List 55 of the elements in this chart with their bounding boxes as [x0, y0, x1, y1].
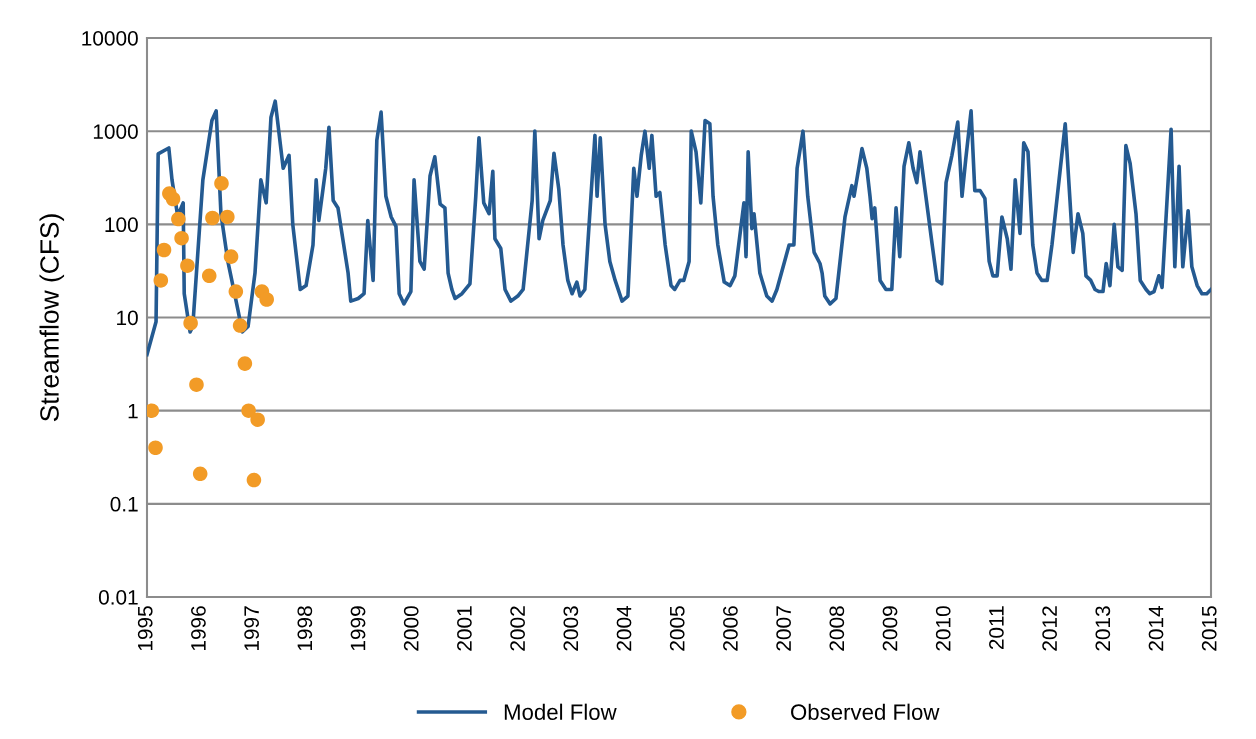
- x-tick-label: 2002: [510, 606, 525, 651]
- x-tick-label: 2006: [723, 606, 738, 651]
- x-tick-label: 1995: [137, 606, 153, 651]
- y-tick-label: 10000: [82, 31, 138, 46]
- point: [228, 284, 244, 299]
- point: [250, 412, 265, 427]
- point: [241, 403, 256, 418]
- x-tick-label: 2010: [935, 606, 951, 651]
- point: [147, 403, 160, 418]
- point: [232, 318, 248, 333]
- point: [220, 209, 235, 225]
- x-tick-label: 2011: [989, 606, 1004, 650]
- x-tick-label: 2005: [669, 606, 685, 651]
- x-tick-label: 2001: [457, 606, 472, 651]
- y-tick-label: 0.1: [110, 496, 138, 512]
- x-tick-label: 2009: [882, 606, 898, 651]
- point: [246, 472, 262, 488]
- y-tick-label: 1: [128, 403, 138, 419]
- point: [259, 292, 274, 307]
- point: [189, 377, 204, 392]
- y-tick-label: 100: [105, 217, 138, 233]
- y-tick-label: 1000: [93, 124, 138, 139]
- point: [192, 466, 208, 482]
- x-tick-label: 1999: [350, 606, 366, 651]
- point: [165, 191, 181, 207]
- point: [156, 242, 172, 258]
- legend-label: Observed Flow: [791, 703, 940, 720]
- x-tick-label: 2014: [1148, 605, 1164, 651]
- x-tick-label: 2008: [829, 606, 845, 651]
- point: [214, 176, 229, 191]
- x-tick-label: 2004: [616, 605, 632, 651]
- point: [205, 210, 220, 226]
- x-tick-label: 2013: [1095, 606, 1111, 651]
- x-tick-label: 2012: [1042, 606, 1057, 651]
- point: [223, 249, 239, 264]
- point: [153, 273, 169, 288]
- point: [180, 258, 195, 273]
- x-tick-label: 1998: [297, 606, 313, 651]
- x-tick-label: 2000: [403, 606, 419, 651]
- point: [201, 268, 217, 284]
- legend-label: Model Flow: [504, 703, 617, 720]
- y-tick-label: 0.01: [98, 590, 138, 605]
- x-tick-label: 1997: [244, 606, 259, 651]
- point: [183, 315, 198, 331]
- line-series: [147, 99, 1211, 357]
- point: [237, 356, 253, 371]
- x-tick-label: 2015: [1201, 606, 1217, 651]
- x-tick-label: 2007: [776, 606, 791, 651]
- y-tick-label: 10: [117, 310, 138, 326]
- x-tick-label: 2003: [563, 606, 579, 651]
- point: [171, 211, 186, 227]
- y-axis-title: Streamflow (CFS): [39, 214, 65, 422]
- point: [148, 440, 163, 456]
- point: [174, 230, 189, 246]
- x-tick-label: 1996: [191, 606, 206, 651]
